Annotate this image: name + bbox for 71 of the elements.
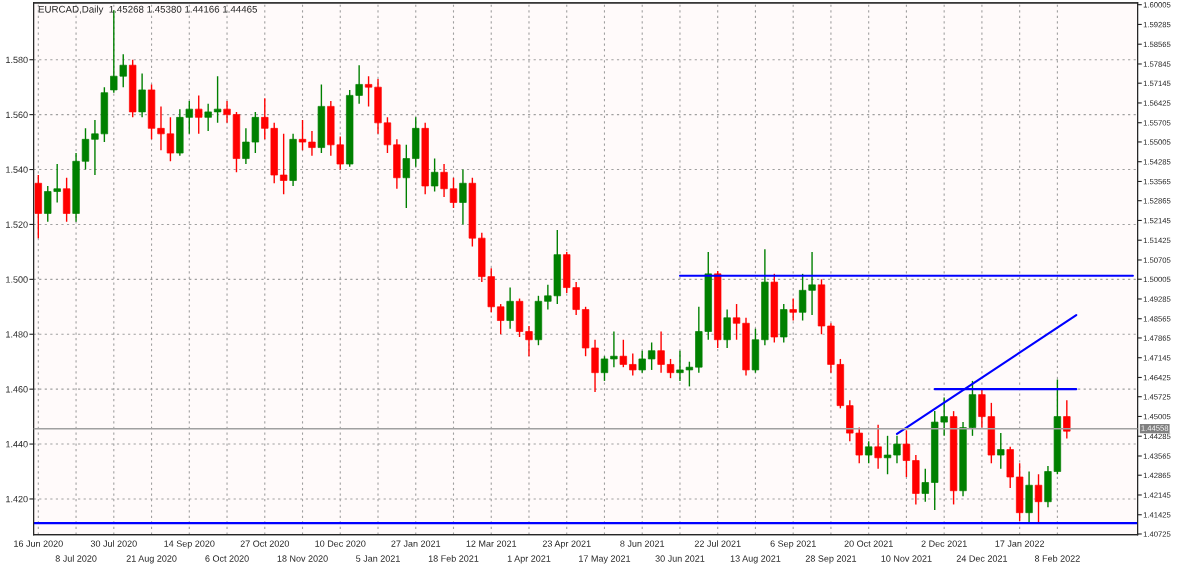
candlestick (657, 330, 665, 374)
x-tick-label: 18 Feb 2021 (428, 555, 479, 562)
x-tick-label: 8 Feb 2022 (1034, 555, 1080, 562)
candlestick (610, 330, 618, 368)
x-tick-label: 8 Jul 2020 (55, 555, 97, 562)
y-tick-label: 1.560 (6, 111, 28, 118)
x-tick-label: 10 Nov 2021 (881, 555, 932, 562)
x-tick-label: 30 Jun 2021 (655, 555, 705, 562)
candlestick (223, 100, 231, 124)
candlestick (195, 94, 203, 135)
candlestick (902, 429, 911, 478)
candlestick (865, 440, 873, 464)
x-tick-label: 10 Dec 2020 (315, 540, 366, 547)
x-tick-label: 27 Jan 2021 (391, 540, 441, 547)
x-tick-label: 6 Sep 2021 (770, 540, 816, 549)
x-tick-label: 23 Apr 2021 (542, 540, 591, 549)
candlestick (298, 119, 307, 152)
candlestick (459, 168, 467, 226)
x-tick-label: 13 Aug 2021 (730, 555, 781, 564)
candlestick (308, 130, 316, 157)
candlestick (921, 468, 929, 503)
x-tick-label: 17 May 2021 (579, 555, 631, 564)
x-tick-label: 5 Jan 2021 (356, 555, 400, 562)
candlestick (629, 352, 637, 377)
x-tick-label: 27 Oct 2020 (240, 540, 290, 547)
candlestick (648, 341, 656, 371)
x-tick-label: 16 Jun 2020 (14, 540, 63, 547)
candlestick (449, 177, 458, 209)
x-tick-label: 12 Mar 2021 (466, 540, 517, 547)
x-tick-label: 1 Apr 2021 (507, 555, 551, 564)
x-tick-label: 21 Aug 2020 (126, 555, 177, 564)
candlestick (874, 424, 882, 470)
x-tick-label: 6 Oct 2020 (205, 555, 249, 562)
x-tick-label: 8 Jun 2021 (620, 540, 665, 547)
candlestick (997, 432, 1005, 470)
x-tick-label: 18 Nov 2020 (277, 555, 328, 562)
candlestick (789, 297, 797, 322)
candlestick (213, 75, 222, 124)
x-tick-label: 28 Sep 2021 (805, 555, 857, 564)
x-tick-label: 2 Dec 2021 (921, 540, 967, 547)
x-tick-label: 14 Sep 2020 (164, 540, 215, 549)
y-tick-label: 1.480 (6, 331, 28, 338)
x-tick-label: 24 Dec 2021 (956, 555, 1008, 562)
candlestick (638, 350, 646, 374)
candlestick (280, 133, 288, 195)
y-tick-label: 1.440 (6, 441, 28, 448)
x-tick-label: 22 Jul 2021 (694, 540, 741, 547)
x-tick-label: 17 Jan 2022 (995, 540, 1045, 547)
y-tick-label: 1.460 (6, 386, 28, 393)
candlestick (440, 163, 448, 198)
candlestick (497, 303, 505, 335)
x-tick-label: 30 Jul 2020 (90, 540, 137, 547)
y-tick-label: 1.500 (6, 276, 28, 283)
candlestick (402, 144, 410, 209)
candlestick (1034, 473, 1043, 525)
y-tick-label: 1.540 (6, 166, 28, 173)
candlestick (430, 157, 439, 193)
candlestick (138, 72, 146, 119)
candlestick (81, 127, 90, 171)
y-tick-label: 1.420 (6, 495, 28, 503)
x-tick-label: 20 Oct 2021 (844, 540, 893, 547)
y-tick-label: 1.520 (6, 221, 28, 228)
chart-title: EURCAD,Daily 1.45268 1.45380 1.44166 1.44465 (38, 5, 258, 15)
candlestick (619, 339, 627, 368)
candlestick (1063, 399, 1071, 440)
y-tick-label: 1.580 (6, 56, 28, 64)
candlestick (600, 355, 609, 382)
candlestick (666, 358, 675, 379)
candlestick (723, 308, 731, 349)
candlestick (506, 286, 514, 330)
candlestick (204, 102, 212, 132)
